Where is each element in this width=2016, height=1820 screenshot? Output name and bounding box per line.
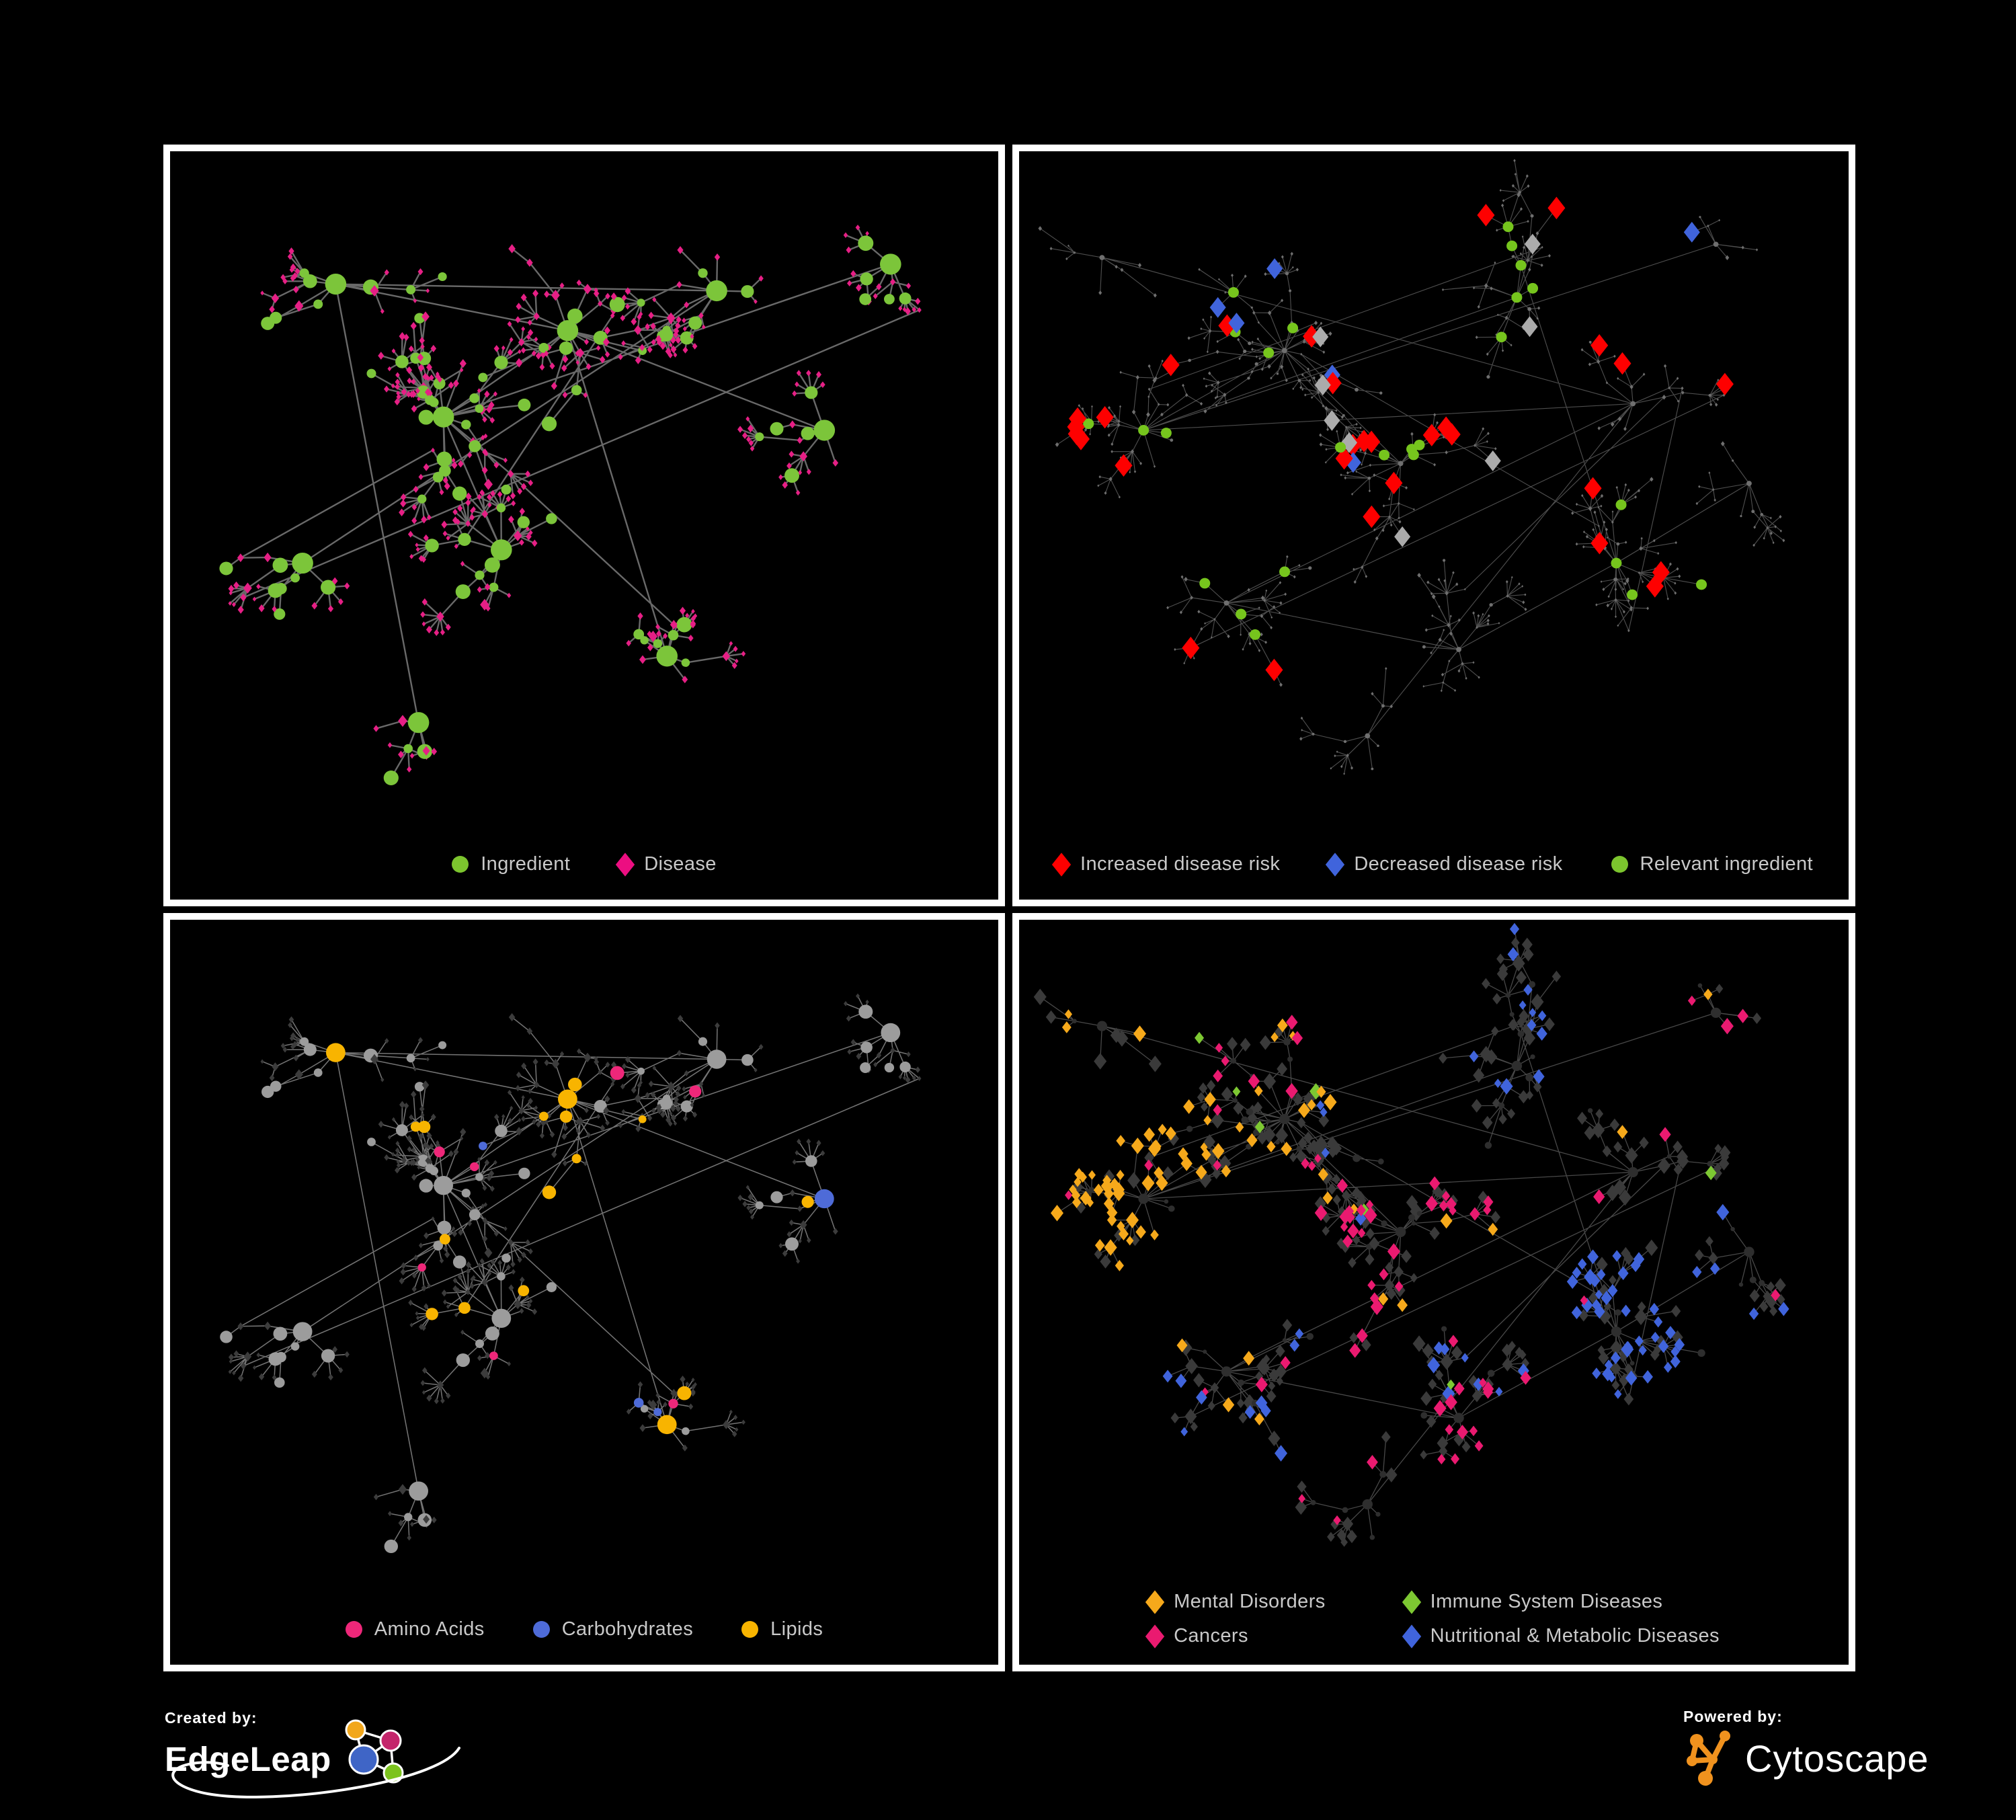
legend-label: Ingredient	[481, 853, 571, 875]
legend-item-cancers: Cancers	[1145, 1624, 1326, 1649]
legend-label: Decreased disease risk	[1354, 853, 1563, 875]
legend-label: Lipids	[770, 1618, 823, 1640]
created-by-brand: Created by: EdgeLeap	[165, 1709, 487, 1810]
legend-item-decreased-disease-risk: Decreased disease risk	[1326, 852, 1563, 877]
legend-item-lipids: Lipids	[741, 1618, 823, 1640]
network-graph	[1033, 922, 1789, 1547]
legend-item-ingredient: Ingredient	[452, 853, 570, 875]
legend-item-disease: Disease	[616, 852, 717, 877]
legend-item-nutritional-metabolic-diseases: Nutritional & Metabolic Diseases	[1402, 1624, 1720, 1649]
diamond-marker-icon	[1051, 852, 1072, 877]
legend-label: Disease	[644, 853, 717, 875]
powered-by-brand: Powered by: Cytoscape	[1683, 1708, 1929, 1789]
circle-marker-icon	[532, 1621, 550, 1638]
diamond-marker-icon	[1326, 852, 1345, 877]
legend-label: Immune System Diseases	[1430, 1591, 1663, 1612]
legend-label: Relevant ingredient	[1640, 853, 1814, 875]
circle-marker-icon	[452, 856, 469, 873]
circle-marker-icon	[1611, 856, 1628, 873]
panel-disease-category-network: Mental Disorders Immune System Diseases Ca…	[1012, 913, 1855, 1671]
diamond-marker-icon	[1402, 1589, 1421, 1614]
legend-item-mental-disorders: Mental Disorders	[1145, 1589, 1326, 1614]
panel-disease-risk-network: Increased disease risk Decreased disease …	[1012, 145, 1855, 906]
edgeleap-wordmark: EdgeLeap	[165, 1739, 331, 1778]
cytoscape-wordmark: Cytoscape	[1745, 1737, 1929, 1780]
diamond-marker-icon	[1402, 1624, 1421, 1649]
panel-nutrient-class-network: Amino Acids Carbohydrates Lipids	[163, 913, 1005, 1671]
legend-label: Mental Disorders	[1174, 1591, 1326, 1612]
network-graph	[219, 225, 922, 785]
cytoscape-logo-icon	[1687, 1731, 1730, 1786]
circle-marker-icon	[345, 1621, 362, 1638]
legend-label: Cancers	[1174, 1625, 1248, 1647]
edgeleap-logo-icon	[345, 1719, 404, 1784]
network-graph	[1038, 159, 1785, 775]
legend-item-immune-system-diseases: Immune System Diseases	[1402, 1589, 1720, 1614]
legend-label: Amino Acids	[374, 1618, 485, 1640]
legend: Increased disease risk Decreased disease …	[1019, 852, 1849, 877]
legend: Ingredient Disease	[170, 852, 998, 877]
created-by-caption: Created by:	[165, 1709, 257, 1727]
legend-label: Nutritional & Metabolic Diseases	[1430, 1625, 1720, 1647]
legend: Mental Disorders Immune System Diseases Ca…	[1019, 1589, 1849, 1649]
diamond-marker-icon	[616, 852, 635, 877]
diamond-marker-icon	[1145, 1589, 1165, 1614]
network-graph	[220, 993, 922, 1554]
powered-by-caption: Powered by:	[1683, 1708, 1783, 1725]
legend-label: Carbohydrates	[561, 1618, 694, 1640]
diamond-marker-icon	[1145, 1624, 1165, 1649]
legend-item-relevant-ingredient: Relevant ingredient	[1611, 853, 1813, 875]
legend-item-carbohydrates: Carbohydrates	[532, 1618, 694, 1640]
panel-ingredient-disease-network: Ingredient Disease	[163, 145, 1005, 906]
legend-item-amino-acids: Amino Acids	[345, 1618, 485, 1640]
circle-marker-icon	[741, 1621, 759, 1638]
legend-item-increased-disease-risk: Increased disease risk	[1051, 852, 1281, 877]
legend-label: Increased disease risk	[1080, 853, 1281, 875]
legend: Amino Acids Carbohydrates Lipids	[170, 1618, 998, 1640]
